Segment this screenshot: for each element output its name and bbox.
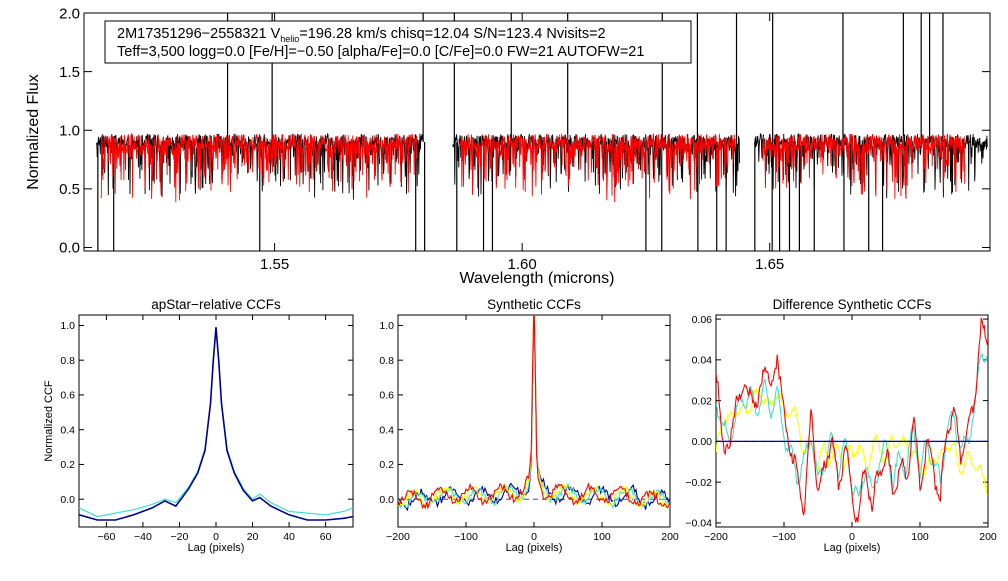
vhelio-symbol: V <box>271 26 281 42</box>
x-tick-label: 1.55 <box>260 256 289 273</box>
y-tick-label: 0.0 <box>59 240 80 257</box>
annotation-line-1: 2M17351296−2558321 Vhelio=196.28 km/s ch… <box>117 26 606 44</box>
plot-frame <box>397 314 671 528</box>
x-tick-label: 0 <box>531 531 537 543</box>
synthetic-ccf-combined-line <box>398 315 670 512</box>
model-spectrum-line <box>459 133 736 203</box>
apstar-ccf-panel: −60 −40 −20 0 20 40 60 0.0 0.2 0.4 0.6 0.8 1.0 Lag (p… <box>43 297 354 554</box>
x-tick-label: 1.65 <box>755 256 784 273</box>
plot-area <box>716 317 988 523</box>
y-axis-label: Normalized Flux <box>25 74 42 190</box>
y-tick-label: 1.0 <box>379 320 394 332</box>
y-tick-label: 0.0 <box>379 494 394 506</box>
x-tick-label: 0 <box>213 531 219 543</box>
y-tick-label: 0.04 <box>692 355 713 367</box>
synthetic-ccf-panel: −200 −100 0 100 200 0.0 0.2 0.4 0.6 0.8 1.0 Lag (pi… <box>379 297 679 554</box>
plot-area <box>79 327 353 521</box>
y-tick-label: 1.5 <box>59 64 80 81</box>
y-tick-label: 0.06 <box>692 314 713 326</box>
y-tick-label: 1.0 <box>59 122 80 139</box>
vhelio-subscript: helio <box>280 34 299 44</box>
ccf-visit-1-line <box>79 327 353 521</box>
y-tick-label: 0.5 <box>59 181 80 198</box>
difference-visit-1-line <box>716 352 988 498</box>
chisq-value: chisq=12.04 <box>391 26 474 42</box>
annotation-box <box>104 20 692 64</box>
synthetic-ccf-model-line <box>398 315 670 510</box>
vhelio-value: =196.28 km/s <box>299 26 390 42</box>
synthetic-ccf-visit-2-line <box>398 315 670 510</box>
ccf-visit-2-line <box>79 328 353 518</box>
x-tick-label: 40 <box>283 531 295 543</box>
y-tick-label: 0.4 <box>60 424 75 436</box>
spectrum-annotation: 2M17351296−2558321 Vhelio=196.28 km/s ch… <box>104 20 692 64</box>
annotation-line-2: Teff=3,500 logg=0.0 [Fe/H]=−0.50 [alpha/… <box>117 44 644 60</box>
plot-frame <box>78 314 354 528</box>
x-tick-label: −40 <box>134 531 152 543</box>
y-tick-label: 0.6 <box>379 390 394 402</box>
y-tick-label: −0.02 <box>685 477 712 489</box>
star-id: 2M17351296−2558321 <box>117 26 271 42</box>
y-tick-label: 1.0 <box>60 320 75 332</box>
x-axis-label: Lag (pixels) <box>188 542 245 554</box>
difference-model-line <box>716 317 988 523</box>
difference-ccf-panel: −200 −100 0 100 200 −0.04 −0.02 0.00 0.02 0.04 0.0… <box>685 297 996 554</box>
x-tick-label: −200 <box>386 531 410 543</box>
x-tick-label: −200 <box>704 531 728 543</box>
x-tick-label: 60 <box>320 531 332 543</box>
x-tick-label: −60 <box>97 531 115 543</box>
x-tick-label: 200 <box>661 531 679 543</box>
y-axis-label: Normalized CCF <box>43 380 55 462</box>
snr-value: S/N=123.4 <box>473 26 546 42</box>
x-tick-label: 20 <box>247 531 259 543</box>
x-axis-label: Lag (pixels) <box>824 542 881 554</box>
x-axis-label: Wavelength (microns) <box>459 270 614 287</box>
panel-title: Difference Synthetic CCFs <box>773 297 932 312</box>
y-tick-label: 2.0 <box>59 5 80 22</box>
x-tick-label: −100 <box>772 531 796 543</box>
spectrum-panel: 1.55 1.60 1.65 0.0 0.5 1.0 1.5 2.0 Wavelength (m… <box>25 5 991 287</box>
x-tick-label: 200 <box>979 531 997 543</box>
y-tick-label: 0.2 <box>379 459 394 471</box>
plot-frame <box>83 12 991 252</box>
y-tick-label: 0.6 <box>60 390 75 402</box>
y-tick-label: 0.02 <box>692 395 713 407</box>
model-spectrum-line <box>100 132 418 203</box>
x-tick-label: −20 <box>171 531 189 543</box>
panel-title: Synthetic CCFs <box>487 297 581 312</box>
y-tick-label: 0.2 <box>60 459 75 471</box>
y-tick-label: 0.4 <box>379 424 394 436</box>
y-tick-label: 0.8 <box>60 355 75 367</box>
y-tick-label: 0.0 <box>60 494 75 506</box>
y-tick-label: 0.8 <box>379 355 394 367</box>
plot-area <box>398 315 670 512</box>
x-tick-label: 100 <box>911 531 929 543</box>
x-axis-label: Lag (pixels) <box>506 542 563 554</box>
nvisits-value: Nvisits=2 <box>546 26 605 42</box>
model-spectrum-line <box>762 133 966 200</box>
y-tick-label: 0.00 <box>692 436 713 448</box>
x-tick-label: 1.60 <box>508 256 537 273</box>
x-tick-label: −100 <box>454 531 478 543</box>
panel-title: apStar−relative CCFs <box>151 297 281 312</box>
x-tick-label: 100 <box>593 531 611 543</box>
x-tick-label: 0 <box>849 531 855 543</box>
y-tick-label: −0.04 <box>685 518 712 530</box>
